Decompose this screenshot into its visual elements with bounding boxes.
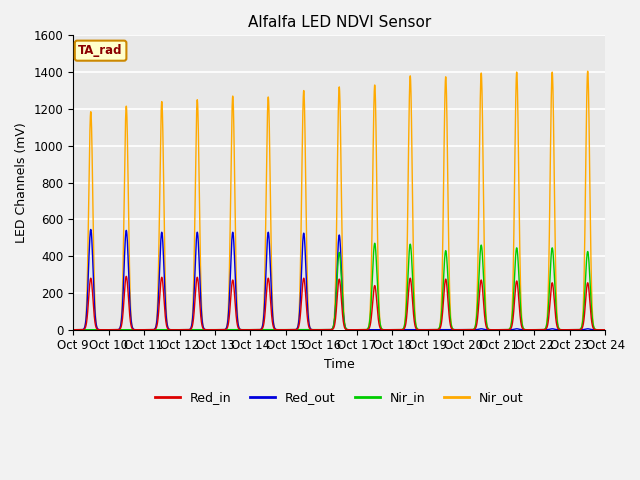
Nir_in [413,324,420,330]
Nir_out [69,327,77,333]
Red_in [183,327,191,333]
Red_in [413,326,420,332]
Red_in [602,327,609,333]
Nir_out [183,327,191,333]
Red_out [69,327,77,333]
Red_in [269,319,276,325]
Y-axis label: LED Channels (mV): LED Channels (mV) [15,122,28,243]
Nir_in [371,240,378,246]
Nir_out [602,327,609,333]
Nir_out [177,327,185,333]
Red_out [413,327,420,333]
Nir_in [69,327,77,333]
Legend: Red_in, Red_out, Nir_in, Nir_out: Red_in, Red_out, Nir_in, Nir_out [150,386,529,409]
Nir_in [488,327,496,333]
Nir_in [268,327,276,333]
Red_out [600,327,607,333]
Red_in [69,327,77,333]
Line: Red_in: Red_in [73,276,605,330]
Red_out [183,327,191,333]
Red_out [406,327,414,333]
Title: Alfalfa LED NDVI Sensor: Alfalfa LED NDVI Sensor [248,15,431,30]
Red_out [269,309,276,315]
Nir_out [584,68,591,74]
Text: TA_rad: TA_rad [78,44,123,57]
Nir_in [602,327,609,333]
Nir_in [183,327,191,333]
X-axis label: Time: Time [324,358,355,371]
Red_in [122,274,130,279]
Red_in [600,327,607,333]
Nir_out [268,296,276,302]
Nir_out [413,325,420,331]
Red_out [87,227,95,232]
Red_out [602,327,609,333]
Nir_in [600,327,607,333]
Nir_out [488,327,496,333]
Line: Nir_out: Nir_out [73,71,605,330]
Red_out [177,327,185,333]
Red_in [488,327,496,333]
Line: Red_out: Red_out [73,229,605,330]
Line: Nir_in: Nir_in [73,243,605,330]
Red_in [177,327,185,333]
Nir_out [600,327,607,333]
Nir_in [177,327,185,333]
Red_out [488,327,496,333]
